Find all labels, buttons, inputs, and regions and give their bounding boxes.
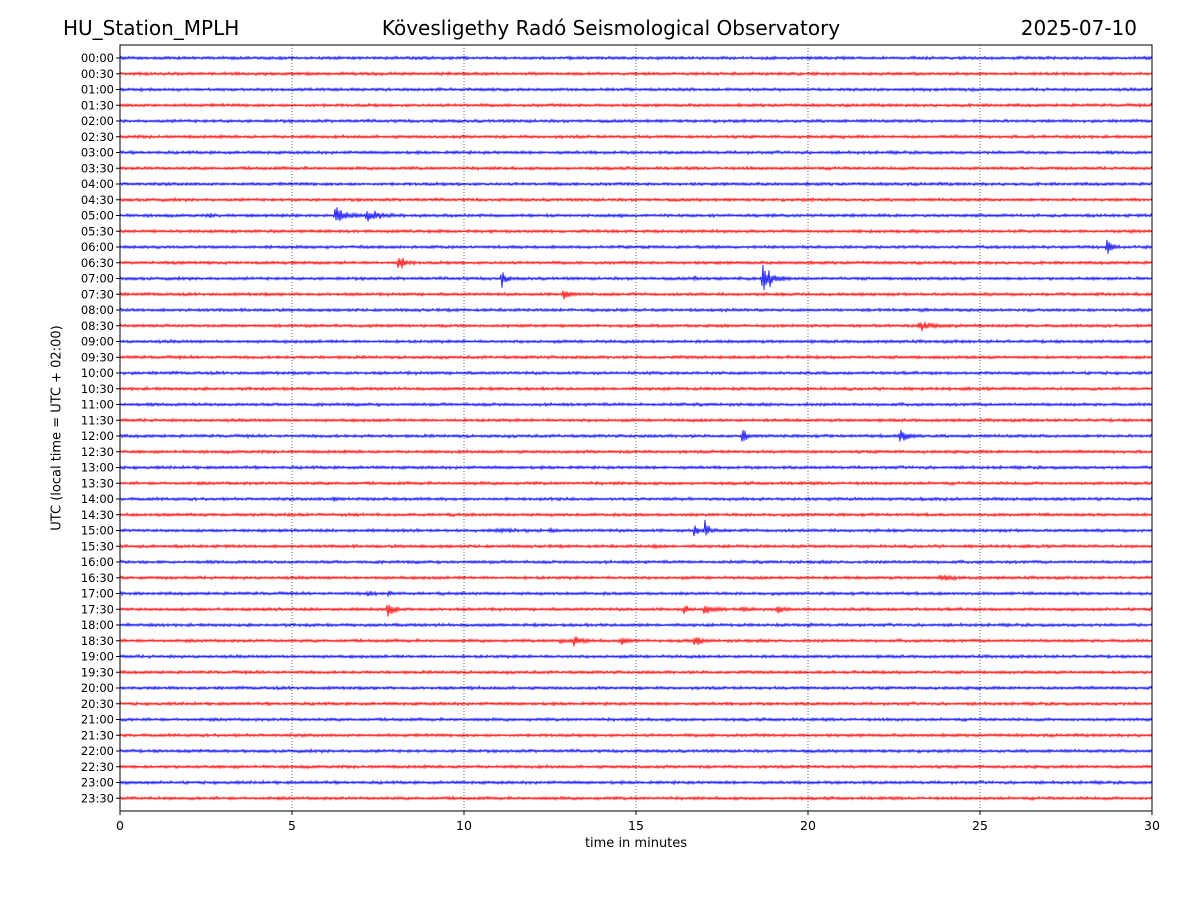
y-tick-label: 09:00 (81, 335, 114, 349)
y-tick-label: 12:30 (81, 445, 114, 459)
trace-0600 (119, 239, 1153, 254)
y-tick-label: 18:00 (81, 618, 114, 632)
trace-1800 (119, 621, 1153, 629)
y-tick-label: 16:30 (81, 571, 114, 585)
y-tick-label: 07:30 (81, 287, 114, 301)
y-tick-label: 03:00 (81, 146, 114, 160)
trace-0630 (119, 257, 1153, 269)
trace-0200 (119, 118, 1153, 124)
y-tick-label: 05:30 (81, 224, 114, 238)
y-tick-label: 01:00 (81, 83, 114, 97)
y-tick-label: 13:00 (81, 461, 114, 475)
y-tick-label: 22:00 (81, 744, 114, 758)
y-tick-label: 00:30 (81, 67, 114, 81)
y-axis-label: UTC (local time = UTC + 02:00) (49, 325, 65, 531)
chart-title: Kövesligethy Radó Seismological Observat… (381, 16, 841, 40)
y-tick-label: 10:30 (81, 382, 114, 396)
y-tick-label: 15:30 (81, 539, 114, 553)
y-tick-label: 15:00 (81, 524, 114, 538)
trace-2330 (119, 795, 1153, 802)
x-tick-label: 5 (288, 818, 296, 833)
trace-1730 (119, 604, 1153, 617)
y-tick-label: 16:00 (81, 555, 114, 569)
y-tick-label: 14:00 (81, 492, 114, 506)
trace-1400 (119, 496, 1153, 502)
trace-2200 (119, 747, 1153, 754)
x-tick-label: 25 (972, 818, 988, 833)
trace-0830 (119, 321, 1153, 332)
y-tick-label: 13:30 (81, 476, 114, 490)
trace-1630 (119, 574, 1153, 582)
y-tick-label: 08:30 (81, 319, 114, 333)
trace-2000 (119, 685, 1153, 692)
trace-0730 (119, 290, 1153, 300)
y-tick-label: 00:00 (81, 51, 114, 65)
y-tick-label: 06:30 (81, 256, 114, 270)
trace-0800 (119, 307, 1153, 313)
trace-0000 (119, 55, 1153, 62)
y-tick-label: 03:30 (81, 161, 114, 175)
x-tick-label: 15 (628, 818, 644, 833)
x-axis-label: time in minutes (584, 836, 688, 851)
y-tick-label: 22:30 (81, 760, 114, 774)
vertical-grid (291, 45, 981, 811)
y-tick-label: 14:30 (81, 508, 114, 522)
y-tick-label: 20:00 (81, 681, 114, 695)
y-tick-label: 02:00 (81, 114, 114, 128)
y-tick-label: 19:00 (81, 650, 114, 664)
y-tick-label: 05:00 (81, 209, 114, 223)
y-tick-label: 02:30 (81, 130, 114, 144)
y-tick-label: 23:30 (81, 791, 114, 805)
y-tick-label: 12:00 (81, 429, 114, 443)
y-tick-label: 04:30 (81, 193, 114, 207)
y-tick-label: 23:00 (81, 776, 114, 790)
y-tick-label: 04:00 (81, 177, 114, 191)
trace-1000 (119, 370, 1153, 376)
y-tick-label: 21:00 (81, 713, 114, 727)
y-tick-label: 10:00 (81, 366, 114, 380)
x-tick-label: 30 (1144, 818, 1160, 833)
trace-1200 (119, 429, 1153, 442)
y-tick-label: 07:00 (81, 272, 114, 286)
trace-1600 (119, 558, 1153, 565)
trace-0930 (119, 354, 1153, 361)
y-tick-label: 18:30 (81, 634, 114, 648)
y-tick-label: 01:30 (81, 98, 114, 112)
y-tick-label: 20:30 (81, 697, 114, 711)
y-tick-label: 08:00 (81, 303, 114, 317)
y-tick-label: 06:00 (81, 240, 114, 254)
x-tick-label: 0 (116, 818, 124, 833)
x-tick-label: 20 (800, 818, 816, 833)
x-tick-label: 10 (456, 818, 472, 833)
trace-layer (119, 55, 1153, 802)
trace-2030 (119, 700, 1153, 707)
y-tick-label: 17:00 (81, 587, 114, 601)
y-tick-label: 11:00 (81, 398, 114, 412)
trace-0230 (119, 133, 1153, 140)
trace-1830 (119, 636, 1153, 647)
y-tick-label: 21:30 (81, 728, 114, 742)
y-tick-label: 19:30 (81, 665, 114, 679)
y-tick-label: 11:30 (81, 413, 114, 427)
y-tick-label: 09:30 (81, 350, 114, 364)
trace-1530 (119, 543, 1153, 550)
station-name: HU_Station_MPLH (63, 16, 240, 40)
y-tick-label: 17:30 (81, 602, 114, 616)
trace-0400 (119, 180, 1153, 188)
trace-0700 (119, 264, 1153, 291)
trace-1330 (119, 480, 1153, 487)
chart-date: 2025-07-10 (1020, 16, 1137, 40)
